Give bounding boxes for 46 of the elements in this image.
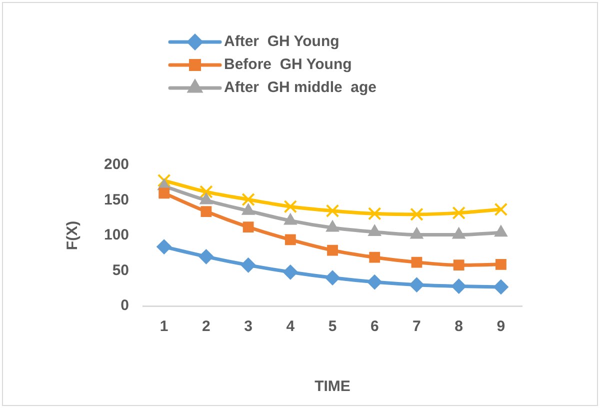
point bbox=[326, 204, 340, 218]
point bbox=[494, 202, 508, 216]
x-tick-label: 1 bbox=[160, 318, 168, 336]
x-tick-label: 7 bbox=[412, 318, 421, 336]
point bbox=[452, 206, 466, 220]
point bbox=[240, 258, 256, 273]
x-tick-label: 3 bbox=[244, 318, 252, 336]
x-tick-label: 6 bbox=[370, 318, 379, 336]
point bbox=[242, 222, 254, 232]
point bbox=[200, 206, 212, 217]
x-axis-title: TIME bbox=[314, 378, 350, 396]
point bbox=[282, 264, 298, 280]
point bbox=[409, 277, 424, 292]
x-tick-label: 9 bbox=[496, 318, 506, 336]
y-tick-label: 100 bbox=[104, 226, 130, 244]
point bbox=[284, 234, 296, 246]
point bbox=[198, 249, 214, 264]
point bbox=[156, 239, 172, 254]
point bbox=[453, 260, 464, 271]
y-tick-label: 50 bbox=[112, 262, 130, 279]
legend-label: After GH middle age bbox=[224, 79, 377, 96]
y-tick-label: 150 bbox=[104, 191, 130, 208]
point bbox=[369, 252, 380, 263]
y-tick-label: 200 bbox=[104, 156, 130, 174]
point bbox=[325, 270, 340, 286]
x-tick-label: 8 bbox=[454, 318, 464, 336]
point bbox=[200, 185, 213, 198]
point bbox=[368, 206, 382, 220]
point bbox=[451, 278, 466, 294]
x-tick-label: 5 bbox=[328, 318, 337, 336]
legend-label: After GH Young bbox=[224, 33, 340, 50]
x-tick-label: 4 bbox=[286, 318, 296, 336]
point bbox=[242, 192, 255, 206]
y-axis-title: F(X) bbox=[64, 220, 82, 250]
point bbox=[157, 174, 171, 188]
point bbox=[327, 244, 338, 256]
point bbox=[410, 208, 424, 222]
point bbox=[411, 256, 422, 268]
x-tick-label: 2 bbox=[202, 318, 210, 336]
point bbox=[493, 279, 508, 294]
y-tick-label: 0 bbox=[120, 297, 130, 314]
legend-label: Before GH Young bbox=[224, 56, 352, 74]
point bbox=[284, 200, 298, 214]
point bbox=[367, 274, 382, 290]
point bbox=[495, 258, 506, 270]
point bbox=[158, 188, 170, 199]
